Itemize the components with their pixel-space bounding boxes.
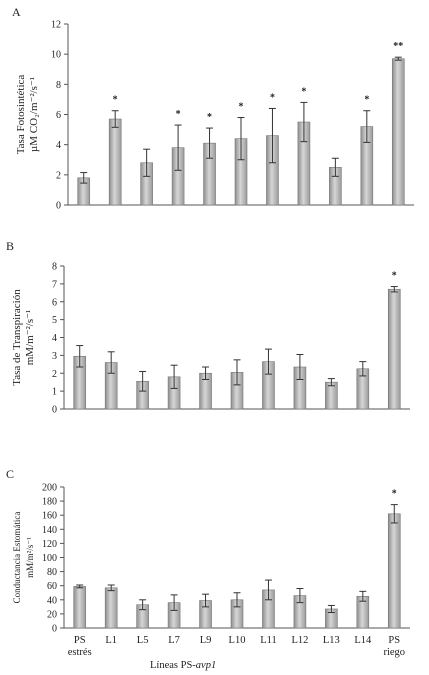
y-tick-label: 0	[56, 201, 61, 212]
y-tick-label: 2	[52, 369, 57, 380]
x-tick-label: PS riego	[383, 635, 405, 658]
y-axis-label-line1: Tasa Fotosintética	[15, 75, 27, 155]
panel-c-y-axis-label: Conductancia Estomática mM/m²/s⁻¹	[12, 512, 35, 604]
y-tick-label: 80	[47, 567, 57, 578]
significance-marker: *	[113, 95, 118, 106]
bar	[104, 587, 118, 629]
y-tick-label: 20	[47, 609, 57, 620]
x-tick-label: L12	[291, 635, 308, 646]
y-axis-label-line1: Tasa de Transpiración	[11, 289, 23, 386]
y-tick-label: 3	[52, 351, 57, 362]
y-tick-label: 1	[52, 387, 57, 398]
y-tick-label: 6	[56, 110, 61, 121]
y-tick-label: 5	[52, 315, 57, 326]
y-tick-label: 60	[47, 581, 57, 592]
significance-marker: *	[301, 86, 306, 97]
significance-marker: *	[176, 109, 181, 120]
bar	[73, 586, 87, 629]
panel-b: B Tasa de Transpiración mM/m⁻²/s⁻¹ 0 1 2 3 4 5…	[6, 239, 410, 416]
bar	[108, 118, 122, 206]
y-tick-label: 200	[42, 483, 57, 494]
x-tick-label: L7	[168, 635, 180, 646]
significance-marker: *	[392, 271, 397, 282]
y-tick-label: 140	[42, 525, 57, 536]
y-tick-label: 8	[52, 262, 57, 273]
x-tick-label: PS estrés	[68, 635, 92, 658]
significance-marker: *	[207, 112, 212, 123]
significance-marker: *	[239, 102, 244, 113]
y-tick-label: 0	[52, 624, 57, 635]
y-tick-label: 10	[51, 50, 61, 61]
x-tick-label: L5	[137, 635, 149, 646]
x-tick-label: L14	[354, 635, 372, 646]
y-tick-label: 12	[51, 20, 61, 31]
y-tick-label: 120	[42, 539, 57, 550]
y-axis-label-line1: Conductancia Estomática	[12, 512, 22, 604]
x-tick-label: L1	[105, 635, 117, 646]
y-axis-label-line2: mM/m⁻²/s⁻¹	[24, 310, 36, 366]
y-tick-label: 100	[42, 553, 57, 564]
panel-c-letter: C	[6, 467, 14, 481]
y-tick-label: 4	[52, 333, 57, 344]
x-tick-label: L9	[200, 635, 212, 646]
y-tick-label: 180	[42, 497, 57, 508]
panel-a-letter: A	[12, 5, 21, 19]
y-tick-label: 8	[56, 80, 61, 91]
significance-marker: *	[364, 95, 369, 106]
y-axis-label-line2: mM/m²/s⁻¹	[25, 537, 35, 578]
significance-marker: *	[270, 92, 275, 103]
y-tick-label: 6	[52, 297, 57, 308]
significance-marker: **	[393, 41, 403, 52]
panel-a: A Tasa Fotosintética µM CO₂/m⁻²/s⁻¹ 0 2 4 6 8…	[12, 5, 414, 212]
x-tick-label: L13	[323, 635, 340, 646]
x-tick-label: L11	[260, 635, 277, 646]
x-tick-label: L10	[229, 635, 246, 646]
y-tick-label: 160	[42, 511, 57, 522]
y-tick-label: 7	[52, 279, 57, 290]
y-tick-label: 40	[47, 595, 57, 606]
y-tick-label: 4	[56, 140, 61, 151]
bar	[387, 288, 401, 410]
panel-b-y-axis-label: Tasa de Transpiración mM/m⁻²/s⁻¹	[11, 289, 36, 386]
panel-c: C Conductancia Estomática mM/m²/s⁻¹ 0 20 40…	[6, 467, 410, 635]
y-tick-label: 0	[52, 405, 57, 416]
panel-a-y-axis-label: Tasa Fotosintética µM CO₂/m⁻²/s⁻¹	[15, 75, 40, 155]
significance-marker: *	[392, 489, 397, 500]
x-axis-title: Líneas PS-avp1	[150, 660, 216, 671]
x-axis-categories: PS estrés L1 L5 L7 L9 L10 L11 L12 L13 L14 PS riego	[68, 635, 405, 658]
panel-b-letter: B	[6, 239, 14, 253]
bar	[391, 58, 405, 206]
y-axis-label-line2: µM CO₂/m⁻²/s⁻¹	[28, 77, 40, 152]
bar	[387, 513, 401, 629]
y-tick-label: 2	[56, 170, 61, 181]
